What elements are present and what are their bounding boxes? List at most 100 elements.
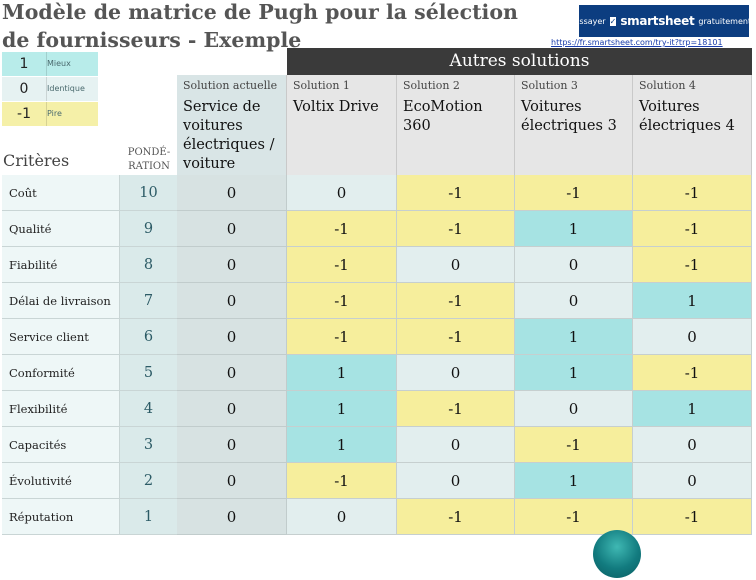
solution-score: -1	[287, 247, 397, 283]
solution-score: -1	[633, 355, 752, 391]
criterion-weight: 9	[120, 211, 177, 247]
solution-sub: Solution 4	[639, 79, 696, 92]
criterion-weight: 10	[120, 175, 177, 211]
criterion-weight: 2	[120, 463, 177, 499]
legend-value: -1	[2, 102, 47, 126]
solution-score: 1	[515, 319, 633, 355]
solution-score: 0	[515, 247, 633, 283]
solution-score: 1	[287, 355, 397, 391]
criterion-weight: 6	[120, 319, 177, 355]
current-score: 0	[177, 319, 287, 355]
autres-solutions-header: Autres solutions	[287, 48, 752, 75]
legend-item: 1 Mieux	[2, 52, 98, 76]
criterion-weight: 1	[120, 499, 177, 535]
solution-sub: Solution 3	[521, 79, 578, 92]
current-score: 0	[177, 211, 287, 247]
criterion-weight: 7	[120, 283, 177, 319]
criteria-header: Critères	[3, 151, 70, 170]
solution-score: -1	[633, 175, 752, 211]
solution-score: 1	[633, 283, 752, 319]
page-title: Modèle de matrice de Pugh pour la sélect…	[2, 0, 518, 52]
solution-score: 0	[397, 427, 515, 463]
solution-score: -1	[515, 499, 633, 535]
solution-score: 0	[633, 463, 752, 499]
current-score: 0	[177, 463, 287, 499]
current-score: 0	[177, 499, 287, 535]
banner-brand: smartsheet	[620, 14, 695, 28]
banner-pre: Essayer	[574, 16, 606, 26]
solution-score: -1	[287, 283, 397, 319]
solution-score: 1	[515, 463, 633, 499]
solution-score: 0	[397, 247, 515, 283]
smartsheet-link[interactable]: https://fr.smartsheet.com/try-it?trp=181…	[551, 38, 723, 47]
solution-score: 0	[633, 427, 752, 463]
weight-header: PONDÉ- RATION	[127, 147, 171, 172]
solution-name: Voitures électriques 4	[639, 99, 735, 134]
solution-score: 0	[397, 463, 515, 499]
solution-score: 1	[515, 355, 633, 391]
solution-score: 1	[287, 427, 397, 463]
criterion-weight: 8	[120, 247, 177, 283]
current-solution-sub: Solution actuelle	[183, 79, 278, 92]
solution-score: 0	[397, 355, 515, 391]
legend-value: 1	[2, 52, 47, 76]
current-score: 0	[177, 391, 287, 427]
criterion-label: Conformité	[2, 355, 120, 391]
criterion-label: Coût	[2, 175, 120, 211]
current-score: 0	[177, 175, 287, 211]
solution-score: 1	[633, 391, 752, 427]
solution-score: -1	[397, 211, 515, 247]
criterion-weight: 3	[120, 427, 177, 463]
solution-score: -1	[633, 499, 752, 535]
solution-header-1: Solution 1 Voltix Drive	[287, 75, 397, 175]
current-score: 0	[177, 247, 287, 283]
solution-score: -1	[515, 175, 633, 211]
current-score: 0	[177, 355, 287, 391]
solution-score: 0	[287, 499, 397, 535]
criterion-label: Qualité	[2, 211, 120, 247]
solution-score: -1	[515, 427, 633, 463]
solution-name: EcoMotion 360	[403, 99, 483, 134]
solution-sub: Solution 2	[403, 79, 460, 92]
solution-score: -1	[397, 391, 515, 427]
solution-score: -1	[397, 283, 515, 319]
criterion-label: Réputation	[2, 499, 120, 535]
solution-score: 1	[287, 391, 397, 427]
solution-score: -1	[633, 211, 752, 247]
solution-header-2: Solution 2 EcoMotion 360	[397, 75, 515, 175]
legend-label: Pire	[47, 109, 62, 118]
criterion-label: Capacités techniques	[2, 427, 120, 488]
legend-item: 0 Identique	[2, 77, 98, 101]
solution-name: Voltix Drive	[293, 99, 379, 115]
criterion-label: Délai de livraison	[2, 283, 120, 319]
solution-score: -1	[287, 211, 397, 247]
criterion-label: Flexibilité	[2, 391, 120, 427]
solution-score: -1	[397, 499, 515, 535]
solution-score: 0	[515, 283, 633, 319]
solution-sub: Solution 1	[293, 79, 350, 92]
solution-score: 0	[515, 391, 633, 427]
smartsheet-logo-icon: ✓	[609, 16, 617, 26]
smartsheet-banner[interactable]: Essayer ✓ smartsheet gratuitement.	[574, 5, 754, 37]
solution-header-4: Solution 4 Voitures électriques 4	[633, 75, 752, 175]
solution-header-3: Solution 3 Voitures électriques 3	[515, 75, 633, 175]
solution-score: 0	[287, 175, 397, 211]
solution-score: -1	[397, 319, 515, 355]
criterion-label: Évolutivité	[2, 463, 120, 499]
solution-score: -1	[287, 463, 397, 499]
current-solution-name: Service de voitures électriques / voitur…	[183, 99, 275, 172]
solution-score: 1	[515, 211, 633, 247]
solution-score: -1	[287, 319, 397, 355]
legend-label: Identique	[47, 84, 85, 93]
decorative-circle	[593, 530, 641, 578]
solution-score: -1	[397, 175, 515, 211]
current-score: 0	[177, 283, 287, 319]
solution-score: -1	[633, 247, 752, 283]
current-score: 0	[177, 427, 287, 463]
solution-name: Voitures électriques 3	[521, 99, 617, 134]
solution-score: 0	[633, 319, 752, 355]
criterion-weight: 4	[120, 391, 177, 427]
legend-item: -1 Pire	[2, 102, 98, 126]
legend-value: 0	[2, 77, 47, 101]
current-solution-header: Solution actuelle Service de voitures él…	[177, 75, 287, 175]
